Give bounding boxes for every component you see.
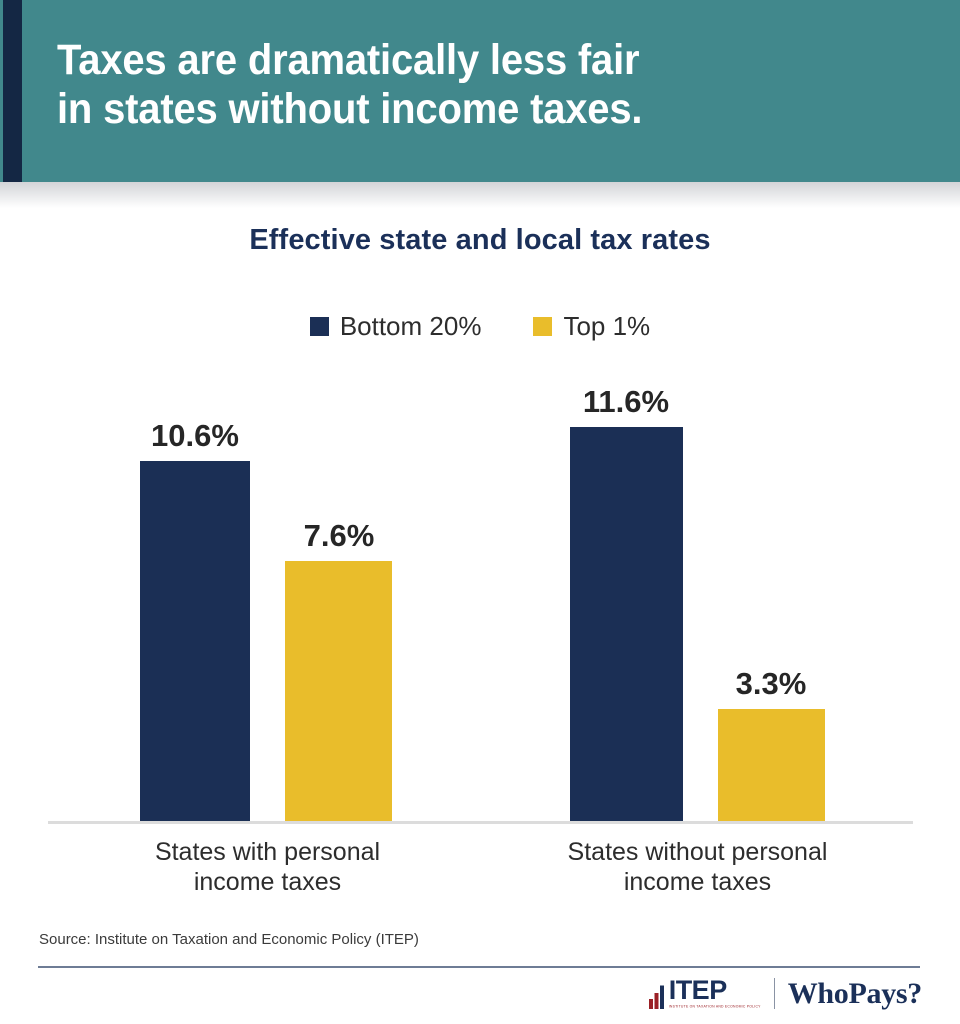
bar-group0-bottom20 — [140, 461, 250, 821]
footer-divider — [38, 966, 920, 968]
itep-text: ITEP — [668, 975, 728, 1006]
bar-value-label: 11.6% — [582, 384, 670, 419]
header-shadow — [0, 182, 960, 208]
legend-swatch-icon — [309, 316, 329, 336]
whopays-wordmark: WhoPays? — [787, 976, 923, 1010]
headline: Taxes are dramatically less fair in stat… — [57, 36, 643, 133]
logo-divider — [773, 978, 775, 1009]
header-accent-bar — [3, 0, 22, 182]
bar-value-label: 7.6% — [303, 518, 375, 553]
footer-logos: ITEP INSTITUTE ON TAXATION AND ECONOMIC … — [648, 975, 923, 1010]
source-note: Source: Institute on Taxation and Econom… — [39, 931, 419, 948]
bar-group1-bottom20 — [570, 427, 683, 821]
bar-value-label: 3.3% — [735, 666, 807, 701]
itep-tagline: INSTITUTE ON TAXATION AND ECONOMIC POLIC… — [668, 1004, 761, 1009]
itep-wordmark: ITEP INSTITUTE ON TAXATION AND ECONOMIC … — [668, 975, 761, 1009]
chart-title: Effective state and local tax rates — [249, 224, 711, 256]
legend-item-top-1: Top 1% — [533, 313, 650, 339]
legend-label: Top 1% — [563, 311, 651, 341]
bar-value-label: 10.6% — [151, 418, 239, 453]
bar-group0-top1 — [285, 561, 392, 821]
header-banner: Taxes are dramatically less fair in stat… — [0, 0, 960, 182]
bar-chart-icon — [648, 985, 664, 1009]
category-label-without-income-taxes: States without personal income taxes — [567, 838, 828, 896]
legend-label: Bottom 20% — [339, 311, 482, 341]
legend-swatch-icon — [533, 316, 553, 336]
itep-logo: ITEP INSTITUTE ON TAXATION AND ECONOMIC … — [648, 975, 761, 1009]
chart-legend: Bottom 20% Top 1% — [0, 313, 960, 339]
legend-item-bottom-20: Bottom 20% — [309, 311, 482, 341]
bar-group1-top1 — [718, 709, 825, 821]
category-label-with-income-taxes: States with personal income taxes — [154, 838, 381, 896]
x-axis-baseline — [48, 821, 913, 824]
